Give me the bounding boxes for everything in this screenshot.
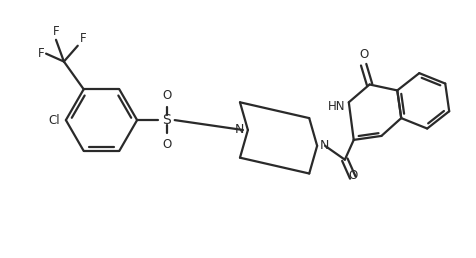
Text: F: F bbox=[38, 47, 44, 60]
Text: F: F bbox=[52, 25, 59, 38]
Text: N: N bbox=[234, 124, 243, 136]
Text: F: F bbox=[79, 32, 86, 45]
Text: O: O bbox=[162, 138, 171, 151]
Text: HN: HN bbox=[327, 100, 345, 113]
Text: O: O bbox=[347, 170, 357, 182]
Text: O: O bbox=[358, 48, 367, 61]
Text: O: O bbox=[162, 89, 171, 102]
Text: Cl: Cl bbox=[48, 114, 60, 127]
Text: S: S bbox=[162, 113, 171, 127]
Text: N: N bbox=[319, 139, 329, 152]
